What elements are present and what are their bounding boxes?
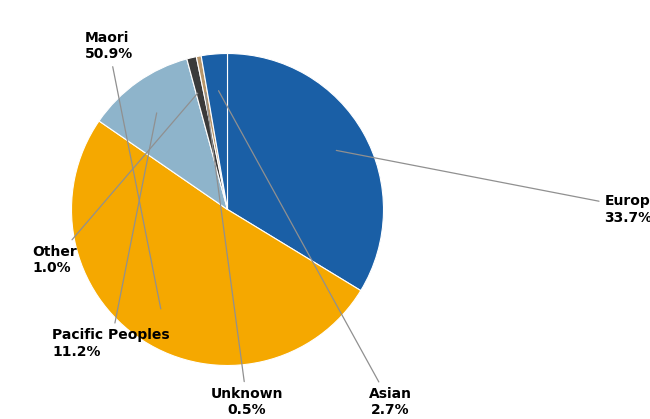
Text: Other
1.0%: Other 1.0% [32, 93, 198, 275]
Text: Unknown
0.5%: Unknown 0.5% [205, 93, 283, 417]
Text: Pacific Peoples
11.2%: Pacific Peoples 11.2% [52, 113, 170, 359]
Wedge shape [187, 57, 228, 210]
Wedge shape [196, 56, 227, 210]
Wedge shape [227, 54, 384, 291]
Wedge shape [72, 121, 361, 365]
Text: Asian
2.7%: Asian 2.7% [218, 91, 411, 417]
Wedge shape [99, 59, 228, 210]
Text: Maori
50.9%: Maori 50.9% [84, 31, 161, 309]
Text: European
33.7%: European 33.7% [336, 150, 650, 225]
Wedge shape [201, 54, 227, 210]
